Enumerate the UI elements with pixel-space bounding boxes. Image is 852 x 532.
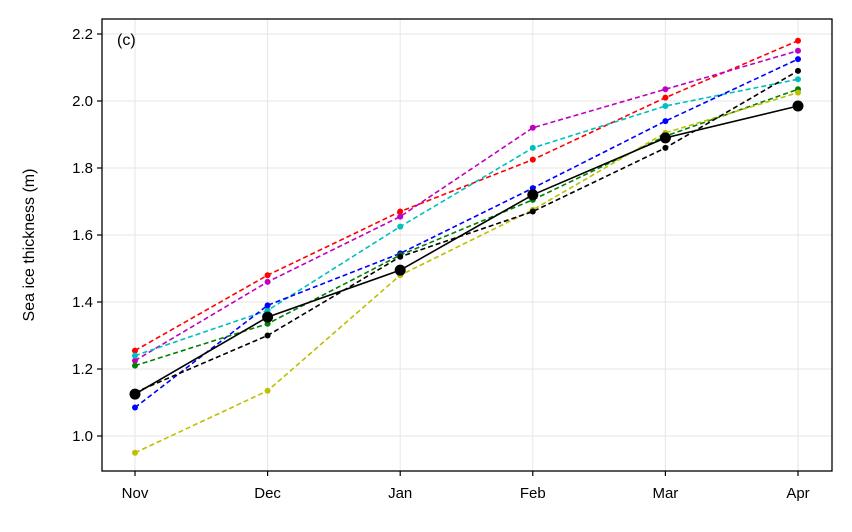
data-point (662, 144, 669, 151)
data-point (795, 67, 801, 74)
data-point (132, 449, 138, 456)
data-point (527, 189, 539, 201)
data-point (792, 100, 804, 112)
data-point (795, 47, 801, 54)
y-tick-label: 1.4 (72, 294, 93, 311)
x-tick-label: Apr (786, 485, 809, 502)
data-point (529, 208, 536, 215)
data-point (397, 208, 404, 215)
y-tick-label: 1.0 (72, 428, 93, 445)
x-tick-label: Nov (122, 485, 149, 502)
y-tick-label: 2.2 (72, 26, 93, 43)
series-line (134, 49, 799, 362)
data-point (795, 37, 801, 44)
series-line (134, 58, 799, 409)
series-line (134, 88, 799, 367)
grid (102, 19, 832, 471)
series-line (134, 78, 799, 357)
data-point (132, 352, 138, 359)
data-point (132, 404, 138, 411)
series-line (134, 91, 799, 454)
y-tick-label: 1.6 (72, 227, 93, 244)
data-point (132, 347, 138, 354)
data-point (264, 278, 271, 285)
x-tick-label: Dec (254, 485, 281, 502)
series-6 (132, 89, 801, 456)
series-line (134, 105, 799, 395)
data-point (529, 144, 536, 151)
data-point (662, 86, 669, 93)
y-tick-label: 2.0 (72, 93, 93, 110)
x-axis: Nov Dec Jan Feb Mar Apr (122, 471, 810, 502)
data-point (529, 124, 536, 131)
data-point (662, 103, 669, 110)
y-tick-label: 1.2 (72, 361, 93, 378)
x-tick-label: Mar (652, 485, 678, 502)
series-layer (129, 37, 804, 456)
series-2 (132, 47, 801, 364)
y-axis-label: Sea ice thickness (m) (21, 169, 38, 322)
data-point (795, 56, 801, 63)
x-tick-label: Jan (388, 485, 412, 502)
data-point (264, 272, 271, 279)
data-point (264, 302, 271, 309)
series-line (134, 39, 799, 352)
data-point (397, 223, 404, 230)
data-point (394, 264, 406, 276)
data-point (264, 387, 271, 394)
data-point (662, 94, 669, 101)
y-tick-label: 1.8 (72, 160, 93, 177)
data-point (132, 362, 138, 369)
data-point (795, 89, 801, 96)
series-8 (129, 100, 804, 400)
data-point (262, 311, 274, 323)
data-point (397, 253, 404, 260)
y-axis: 1.0 1.2 1.4 1.6 1.8 2.0 2.2 (72, 26, 102, 445)
data-point (659, 132, 671, 144)
series-1 (132, 37, 801, 354)
plot-frame (101, 18, 833, 472)
data-point (264, 332, 271, 339)
data-point (795, 76, 801, 83)
data-point (397, 213, 404, 220)
data-point (662, 118, 669, 125)
x-tick-label: Feb (520, 485, 546, 502)
data-point (129, 388, 141, 400)
series-line (134, 70, 799, 394)
panel-label: (c) (117, 32, 136, 49)
data-point (529, 156, 536, 163)
data-point (132, 357, 138, 364)
series-3 (132, 76, 801, 359)
